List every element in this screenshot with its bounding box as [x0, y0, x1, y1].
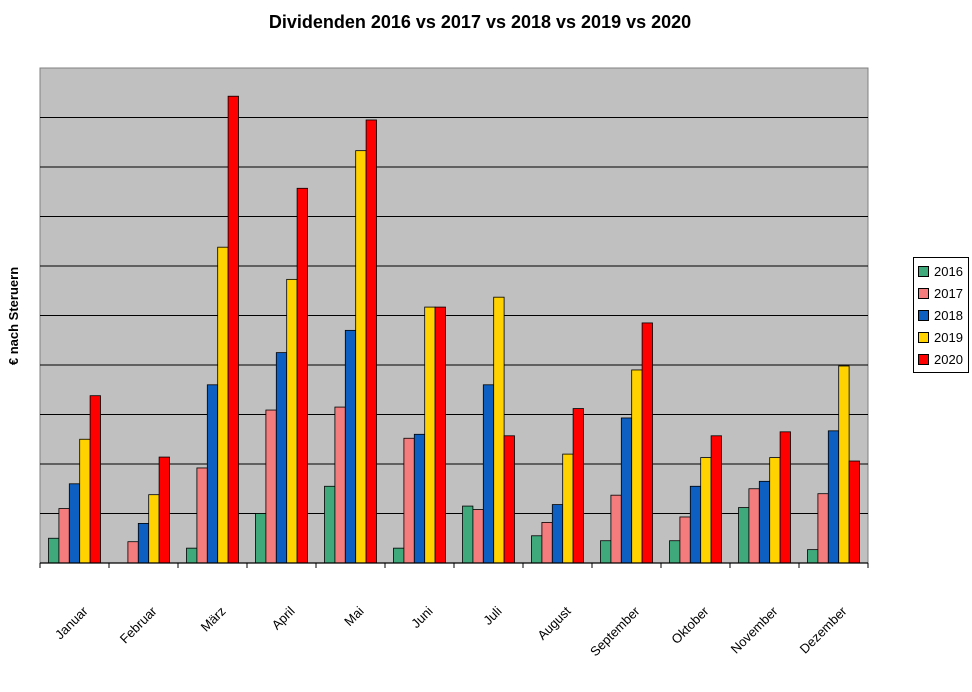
bar [355, 150, 367, 564]
chart-title: Dividenden 2016 vs 2017 vs 2018 vs 2019 … [268, 12, 692, 32]
bar [206, 384, 219, 564]
bar [186, 547, 198, 564]
bar [541, 522, 553, 564]
bar [738, 507, 750, 564]
legend-item: 2019 [914, 326, 968, 348]
bar [334, 406, 346, 564]
bar [779, 431, 791, 564]
bar [393, 547, 405, 564]
bar [758, 480, 771, 564]
bar [572, 408, 584, 564]
bar [79, 438, 91, 564]
bars [48, 95, 860, 564]
bar [531, 535, 543, 564]
bar [610, 494, 622, 564]
legend-item: 2018 [914, 304, 968, 326]
bar [296, 187, 308, 564]
bar [631, 369, 643, 564]
x-tick-label: Juni [408, 603, 436, 631]
legend-swatch [918, 353, 929, 365]
bar [807, 549, 819, 564]
bar [827, 430, 840, 564]
x-tick-label: Juli [480, 603, 504, 627]
x-tick-label: September [587, 603, 643, 659]
x-tick-label: Februar [117, 603, 160, 646]
bar [48, 537, 60, 564]
x-tick-label: Mai [341, 603, 366, 628]
bar [679, 516, 691, 564]
x-tick-label: November [728, 603, 781, 656]
x-tick-labels: Januar Februar März April Mai Juni Juli August S… [52, 603, 850, 659]
bar [148, 494, 160, 564]
legend-label: 2019 [934, 329, 963, 345]
bar [503, 435, 515, 564]
x-axis [39, 562, 869, 568]
bar [365, 119, 377, 564]
gridlines [40, 117, 868, 514]
bar [838, 365, 850, 564]
x-tick-label: Dezember [797, 603, 850, 656]
legend-swatch [918, 265, 929, 277]
x-tick-label: März [198, 604, 229, 635]
x-tick-label: August [534, 603, 573, 642]
bar [68, 483, 81, 564]
bar [158, 456, 170, 564]
bar [641, 322, 653, 564]
bar [669, 540, 681, 564]
bar [413, 433, 426, 564]
legend-label: 2016 [934, 263, 963, 279]
bar [462, 505, 474, 564]
bar [227, 95, 239, 564]
bar [551, 504, 564, 564]
x-tick-label: Oktober [668, 603, 712, 647]
bar [769, 457, 781, 564]
x-tick-label: April [269, 603, 298, 632]
bar [255, 513, 267, 564]
y-axis-label: € nach Steruern [6, 267, 21, 365]
bar [700, 457, 712, 564]
bar [286, 278, 298, 564]
x-tick-label: Januar [52, 603, 91, 642]
bar [137, 523, 150, 564]
legend-label: 2018 [934, 307, 963, 323]
bar [275, 352, 288, 564]
bar [196, 467, 208, 564]
legend-swatch [918, 287, 929, 299]
bar [324, 485, 336, 564]
bar [434, 306, 446, 564]
legend-item: 2020 [914, 348, 968, 370]
legend-item: 2017 [914, 282, 968, 304]
legend-label: 2020 [934, 351, 963, 367]
bar [217, 246, 229, 564]
bar [344, 329, 357, 564]
bar [848, 460, 860, 564]
bar [562, 453, 574, 564]
bar [493, 296, 505, 564]
bar [265, 409, 277, 564]
legend-label: 2017 [934, 285, 963, 301]
bar [89, 395, 101, 564]
legend-item: 2016 [914, 260, 968, 282]
bar [710, 435, 722, 564]
legend: 2016 2017 2018 2019 2020 [913, 257, 969, 373]
bar [482, 384, 495, 564]
bar [127, 541, 139, 564]
bar [600, 540, 612, 564]
legend-swatch [918, 331, 929, 343]
bar [403, 437, 415, 564]
bar [748, 488, 760, 564]
bar [620, 417, 633, 564]
legend-swatch [918, 309, 929, 321]
bar [689, 485, 702, 564]
bar [58, 508, 70, 564]
bar [424, 306, 436, 564]
bar [472, 509, 484, 564]
bar [817, 493, 829, 564]
